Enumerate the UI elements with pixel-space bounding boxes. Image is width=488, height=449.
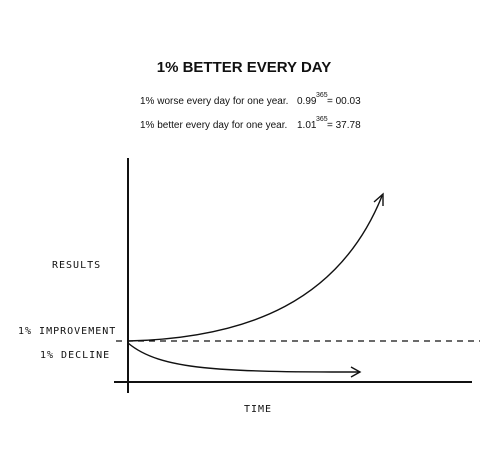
title: 1% BETTER EVERY DAY <box>157 59 332 76</box>
decline-curve <box>127 342 361 373</box>
formula-base: 0.99 <box>297 96 317 107</box>
formula-exponent: 365 <box>316 116 328 123</box>
arrow-head <box>350 366 362 378</box>
improvement-label: 1% IMPROVEMENT <box>18 326 116 337</box>
x-axis-label: TIME <box>244 404 272 415</box>
improvement-curve <box>127 195 383 342</box>
formula-text: 1% better every day for one year. <box>140 120 287 131</box>
formula-result: = 00.03 <box>327 96 361 107</box>
y-axis-label: RESULTS <box>52 260 101 271</box>
formula-result: = 37.78 <box>327 120 361 131</box>
decline-label: 1% DECLINE <box>40 350 110 361</box>
formula-exponent: 365 <box>316 92 328 99</box>
formula-text: 1% worse every day for one year. <box>140 96 288 107</box>
formula-base: 1.01 <box>297 120 317 131</box>
arrow-head <box>373 192 384 206</box>
